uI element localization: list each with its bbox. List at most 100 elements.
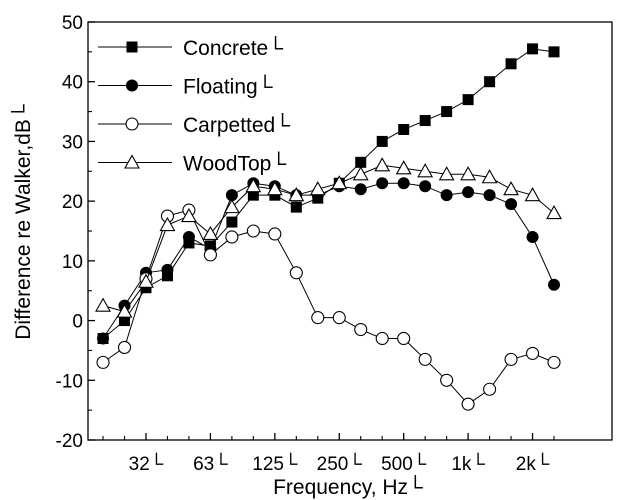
data-point-2-9 xyxy=(289,266,303,280)
data-point-2-7 xyxy=(246,224,260,238)
data-point-1-17 xyxy=(462,186,475,199)
data-point-3-20 xyxy=(524,187,541,202)
x-tick-label-5: 1k└ xyxy=(451,452,485,475)
legend-label-2: Carpetted└ xyxy=(183,112,290,137)
data-point-2-11 xyxy=(332,311,346,325)
y-tick-label-4: 20 xyxy=(62,192,83,213)
data-point-0-7 xyxy=(247,189,259,201)
x-tick-label-3: 250└ xyxy=(317,452,363,475)
y-tick-label-5: 30 xyxy=(62,132,83,153)
data-point-3-0 xyxy=(95,297,111,312)
data-point-0-13 xyxy=(376,135,388,147)
data-point-2-18 xyxy=(483,382,497,396)
data-point-3-9 xyxy=(288,187,305,202)
series-3 xyxy=(95,157,562,318)
y-tick-label-2: 0 xyxy=(72,312,83,333)
data-point-3-2 xyxy=(138,273,154,288)
data-point-3-1 xyxy=(116,303,133,318)
data-point-2-15 xyxy=(418,352,432,366)
legend-marker-3 xyxy=(124,154,140,169)
data-point-2-12 xyxy=(354,322,368,337)
series-line-1 xyxy=(102,182,555,339)
legend-marker-2 xyxy=(125,117,139,131)
data-point-2-13 xyxy=(375,331,389,346)
y-tick-label-3: 10 xyxy=(62,252,83,273)
data-point-1-14 xyxy=(397,177,410,190)
legend-marker-0 xyxy=(126,41,138,53)
data-point-2-8 xyxy=(268,227,282,241)
data-point-1-0 xyxy=(97,332,110,345)
x-tick-label-4: 500└ xyxy=(381,452,427,475)
data-point-1-19 xyxy=(505,198,518,211)
data-point-3-17 xyxy=(460,166,477,181)
data-point-2-0 xyxy=(96,355,110,369)
data-point-3-10 xyxy=(309,181,326,196)
data-point-2-5 xyxy=(203,248,217,262)
legend: Concrete└ Floating└ Carpetted└ WoodTop└ xyxy=(98,35,290,176)
legend-label-3: WoodTop└ xyxy=(183,151,286,176)
data-point-2-19 xyxy=(504,352,518,366)
data-point-2-1 xyxy=(117,340,132,354)
data-point-3-3 xyxy=(159,216,176,232)
data-point-0-17 xyxy=(462,94,474,106)
x-tick-label-1: 63└ xyxy=(193,452,228,475)
data-point-3-15 xyxy=(417,163,434,178)
y-tick-label-7: 50 xyxy=(62,13,83,34)
data-point-3-16 xyxy=(438,166,455,181)
data-point-1-13 xyxy=(376,177,389,190)
data-point-3-14 xyxy=(395,160,412,175)
legend-label-0: Concrete└ xyxy=(183,35,283,60)
series-group xyxy=(95,43,562,411)
data-point-1-15 xyxy=(419,180,432,193)
data-point-2-20 xyxy=(525,346,540,360)
data-point-3-8 xyxy=(266,181,283,196)
series-1 xyxy=(97,177,561,345)
y-tick-label-6: 40 xyxy=(62,73,83,94)
data-point-1-3 xyxy=(161,263,174,276)
data-point-0-18 xyxy=(484,76,496,88)
data-point-0-15 xyxy=(419,115,431,127)
data-point-3-5 xyxy=(202,225,219,241)
data-point-1-18 xyxy=(483,189,496,202)
x-tick-label-2: 125└ xyxy=(252,452,298,475)
data-point-2-16 xyxy=(440,373,454,387)
axes: -20 -10 0 10 20 30 40 50 32└ 63└ 125└ 250└ 500└ 1k└ 2k… xyxy=(56,13,555,475)
data-point-3-21 xyxy=(546,204,562,220)
y-axis-title: Difference re Walker,dB└ xyxy=(10,104,35,340)
data-point-0-16 xyxy=(441,106,453,118)
legend-label-1: Floating└ xyxy=(183,74,273,99)
data-point-3-6 xyxy=(223,198,240,214)
x-tick-label-6: 2k└ xyxy=(516,452,550,475)
data-point-1-12 xyxy=(354,183,367,196)
data-point-0-20 xyxy=(527,43,539,55)
data-point-3-13 xyxy=(374,157,391,172)
data-point-0-21 xyxy=(548,46,560,58)
data-point-2-14 xyxy=(397,331,411,346)
series-line-2 xyxy=(102,209,555,405)
x-tick-label-0: 32└ xyxy=(129,452,164,475)
data-point-3-7 xyxy=(245,178,262,193)
series-line-3 xyxy=(102,164,555,313)
y-tick-label-1: -10 xyxy=(56,371,83,392)
data-point-0-12 xyxy=(355,156,367,168)
data-point-2-21 xyxy=(547,355,561,369)
data-point-2-6 xyxy=(225,230,239,244)
data-point-0-9 xyxy=(290,201,302,213)
data-point-2-10 xyxy=(311,311,325,325)
data-point-2-17 xyxy=(461,397,475,411)
data-point-3-18 xyxy=(481,169,498,184)
data-point-3-11 xyxy=(331,175,348,190)
data-point-1-16 xyxy=(440,189,453,202)
data-point-1-21 xyxy=(548,278,561,291)
data-point-0-1 xyxy=(119,315,131,327)
data-point-1-6 xyxy=(225,189,238,202)
data-point-3-12 xyxy=(352,166,369,181)
data-point-3-4 xyxy=(180,207,197,223)
data-point-0-6 xyxy=(226,216,238,228)
data-point-0-14 xyxy=(398,123,410,135)
legend-marker-1 xyxy=(126,79,138,92)
data-point-1-4 xyxy=(182,230,195,243)
series-2 xyxy=(96,203,561,411)
data-point-0-19 xyxy=(505,58,517,70)
